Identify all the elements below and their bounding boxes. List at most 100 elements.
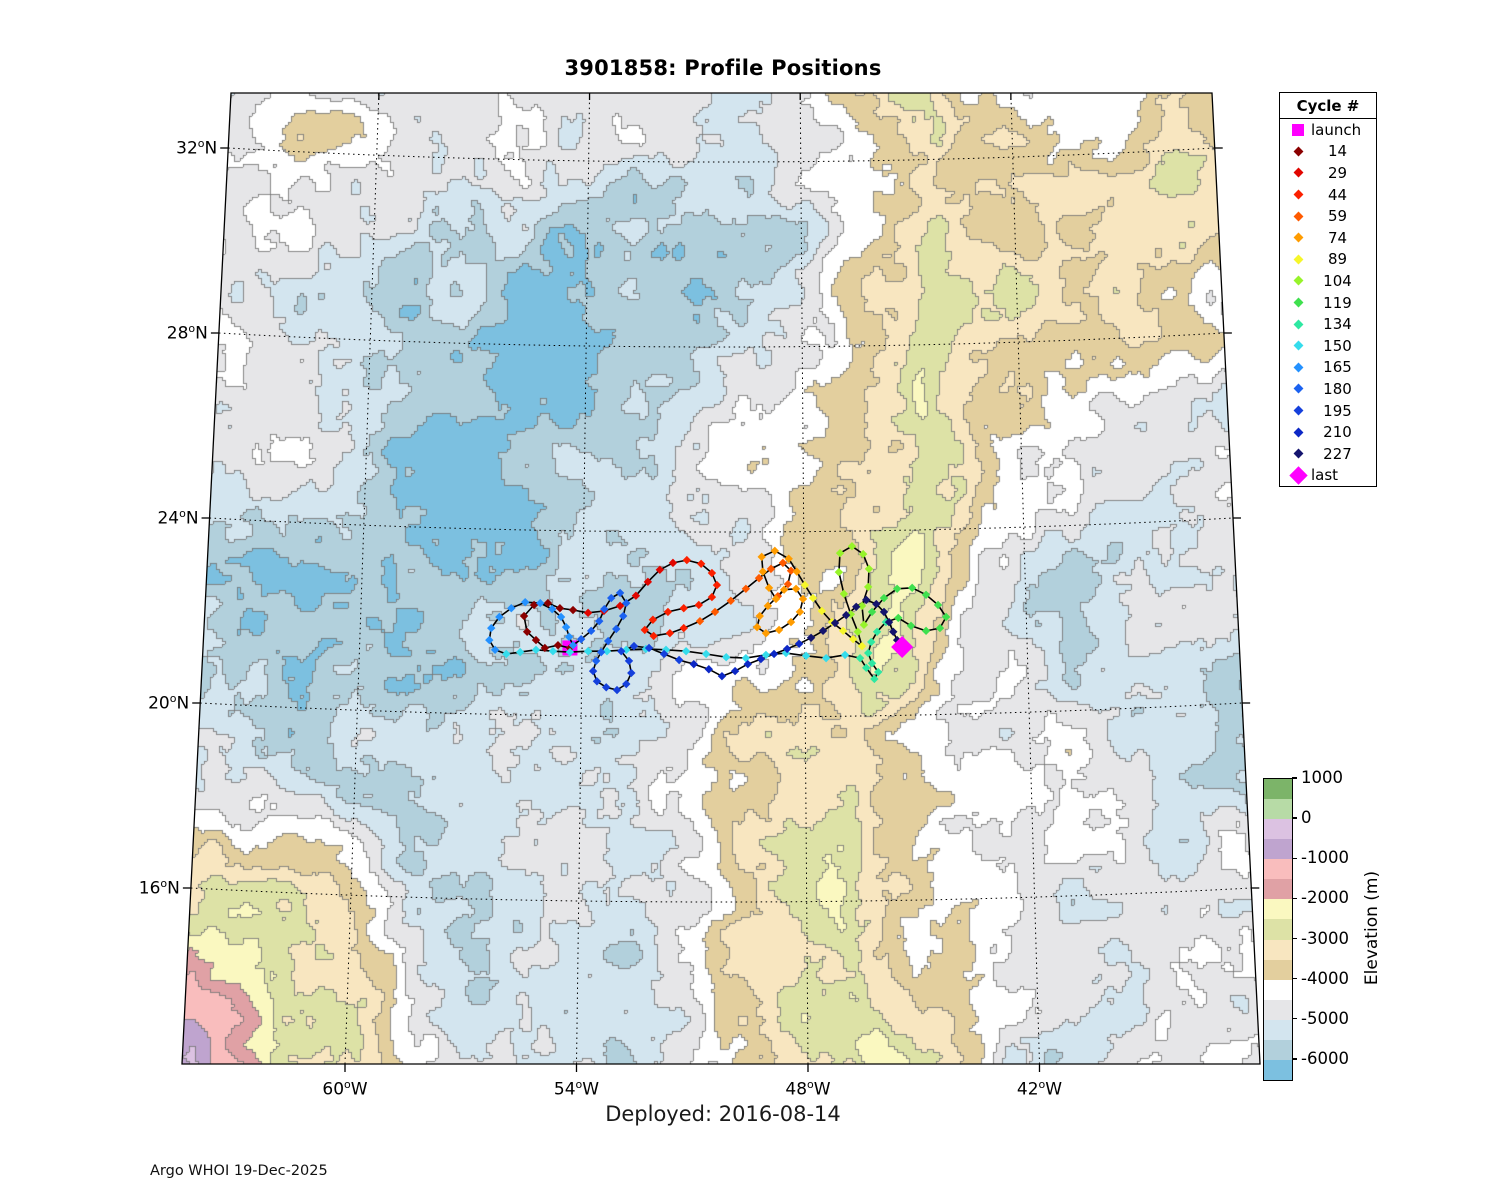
lon-tick-label: 54oW <box>553 1078 600 1100</box>
legend-item-last-marker-icon <box>1287 466 1309 485</box>
colorbar-tick-label: -4000 <box>1301 968 1349 988</box>
legend-items: launch 14 29 44 59 74 89 104 119 134 150 165 180 195 2… <box>1280 119 1376 486</box>
colorbar-tick <box>1292 897 1297 900</box>
colorbar-segment <box>1264 779 1292 800</box>
colorbar-segment <box>1264 1039 1292 1060</box>
legend-item-cycle-134-label: 134 <box>1323 315 1352 334</box>
lon-tick-label: 42oW <box>1016 1078 1063 1100</box>
colorbar-tick-label: -2000 <box>1301 888 1349 908</box>
colorbar-tick <box>1292 977 1297 980</box>
lat-tick-label: 16oN <box>138 877 180 899</box>
colorbar-segment <box>1264 1019 1292 1040</box>
legend-item-cycle-227-marker-icon <box>1287 448 1309 459</box>
legend-item-cycle-165-label: 165 <box>1323 358 1352 377</box>
legend-item-cycle-74: 74 <box>1280 227 1376 249</box>
colorbar-tick-label: -1000 <box>1301 848 1349 868</box>
colorbar-segment <box>1264 939 1292 960</box>
lon-tick-label: 48oW <box>785 1078 831 1100</box>
lat-tick-label: 32oN <box>176 137 218 159</box>
colorbar-segment <box>1264 1059 1292 1080</box>
colorbar-tick-label: -6000 <box>1301 1048 1349 1068</box>
legend-item-cycle-14-label: 14 <box>1327 142 1348 161</box>
legend-item-cycle-134: 134 <box>1280 313 1376 335</box>
legend-item-cycle-210-label: 210 <box>1323 423 1352 442</box>
legend-item-cycle-44: 44 <box>1280 184 1376 206</box>
colorbar-tick-label: -5000 <box>1301 1008 1349 1028</box>
colorbar-tick <box>1292 1018 1297 1020</box>
lon-tick-label: 60oW <box>322 1078 368 1100</box>
legend-item-cycle-74-label: 74 <box>1327 228 1348 247</box>
legend-item-cycle-210: 210 <box>1280 421 1376 443</box>
colorbar-tick-label: 0 <box>1301 808 1312 828</box>
legend-item-cycle-104-label: 104 <box>1323 271 1352 290</box>
legend-item-cycle-29-marker-icon <box>1287 168 1309 178</box>
legend-item-cycle-119: 119 <box>1280 292 1376 314</box>
legend-item-cycle-89-marker-icon <box>1287 254 1309 265</box>
colorbar-segment <box>1264 879 1292 900</box>
provenance-footer: Argo WHOI 19-Dec-2025 <box>150 1163 328 1179</box>
legend-item-cycle-134-marker-icon <box>1287 319 1309 330</box>
colorbar-segment <box>1264 819 1292 840</box>
legend-item-cycle-59: 59 <box>1280 205 1376 227</box>
legend-item-cycle-119-marker-icon <box>1287 297 1309 308</box>
legend-item-cycle-119-label: 119 <box>1323 293 1352 312</box>
colorbar-segment <box>1264 839 1292 860</box>
legend-title: Cycle # <box>1280 93 1376 119</box>
colorbar-segment <box>1264 959 1292 980</box>
legend-item-launch-marker-icon <box>1287 123 1309 136</box>
colorbar-segment <box>1264 919 1292 940</box>
colorbar-segment <box>1264 799 1292 820</box>
legend-item-cycle-89-label: 89 <box>1327 250 1348 269</box>
legend-item-last: last <box>1280 465 1376 487</box>
legend-item-cycle-150: 150 <box>1280 335 1376 357</box>
legend-item-cycle-14: 14 <box>1280 141 1376 163</box>
legend-item-cycle-180: 180 <box>1280 378 1376 400</box>
legend-item-cycle-44-label: 44 <box>1327 185 1348 204</box>
legend-item-cycle-227-label: 227 <box>1323 444 1352 463</box>
legend-item-cycle-150-marker-icon <box>1287 340 1309 351</box>
legend-item-cycle-195-label: 195 <box>1323 401 1352 420</box>
bathymetry-contour-map <box>182 93 1260 1064</box>
lat-tick-label: 20oN <box>148 692 190 714</box>
legend-item-cycle-165: 165 <box>1280 357 1376 379</box>
legend-item-cycle-44-marker-icon <box>1287 189 1309 200</box>
lat-tick-label: 28oN <box>166 322 208 344</box>
legend-item-cycle-74-marker-icon <box>1287 232 1309 243</box>
colorbar-segment <box>1264 899 1292 920</box>
legend-item-cycle-165-marker-icon <box>1287 362 1309 373</box>
legend-item-cycle-59-marker-icon <box>1287 211 1309 222</box>
legend-item-last-label: last <box>1311 466 1339 485</box>
legend-item-cycle-14-marker-icon <box>1287 146 1309 157</box>
legend-item-cycle-104: 104 <box>1280 270 1376 292</box>
legend-item-launch-label: launch <box>1311 120 1362 139</box>
colorbar-segment <box>1264 979 1292 1000</box>
colorbar-segment <box>1264 859 1292 880</box>
lat-tick-label: 24oN <box>157 507 199 529</box>
colorbar-tick <box>1292 777 1297 779</box>
colorbar-axis-label: Elevation (m) <box>1362 870 1382 986</box>
legend-item-cycle-89: 89 <box>1280 249 1376 271</box>
legend-item-cycle-180-marker-icon <box>1287 383 1309 394</box>
legend-item-launch: launch <box>1280 119 1376 141</box>
legend-item-cycle-195: 195 <box>1280 400 1376 422</box>
legend-item-cycle-29-label: 29 <box>1327 163 1348 182</box>
colorbar-tick-label: -3000 <box>1301 928 1349 948</box>
legend-item-cycle-195-marker-icon <box>1287 405 1309 416</box>
colorbar-segment <box>1264 999 1292 1020</box>
deployed-caption: Deployed: 2016-08-14 <box>605 1102 841 1126</box>
colorbar-tick <box>1292 1058 1297 1060</box>
plot-title: 3901858: Profile Positions <box>564 56 882 80</box>
legend-item-cycle-210-marker-icon <box>1287 427 1309 438</box>
legend-box: Cycle # launch 14 29 44 59 74 89 104 119 134 150 16… <box>1279 92 1377 488</box>
legend-item-cycle-180-label: 180 <box>1323 379 1352 398</box>
legend-item-cycle-227: 227 <box>1280 443 1376 465</box>
colorbar-tick <box>1292 857 1297 859</box>
legend-item-cycle-104-marker-icon <box>1287 276 1309 286</box>
colorbar-tick <box>1292 817 1297 819</box>
colorbar-tick <box>1292 937 1297 940</box>
legend-item-cycle-59-label: 59 <box>1327 207 1348 226</box>
legend-item-cycle-150-label: 150 <box>1323 336 1352 355</box>
colorbar-tick-label: 1000 <box>1301 768 1343 787</box>
legend-item-cycle-29: 29 <box>1280 162 1376 184</box>
